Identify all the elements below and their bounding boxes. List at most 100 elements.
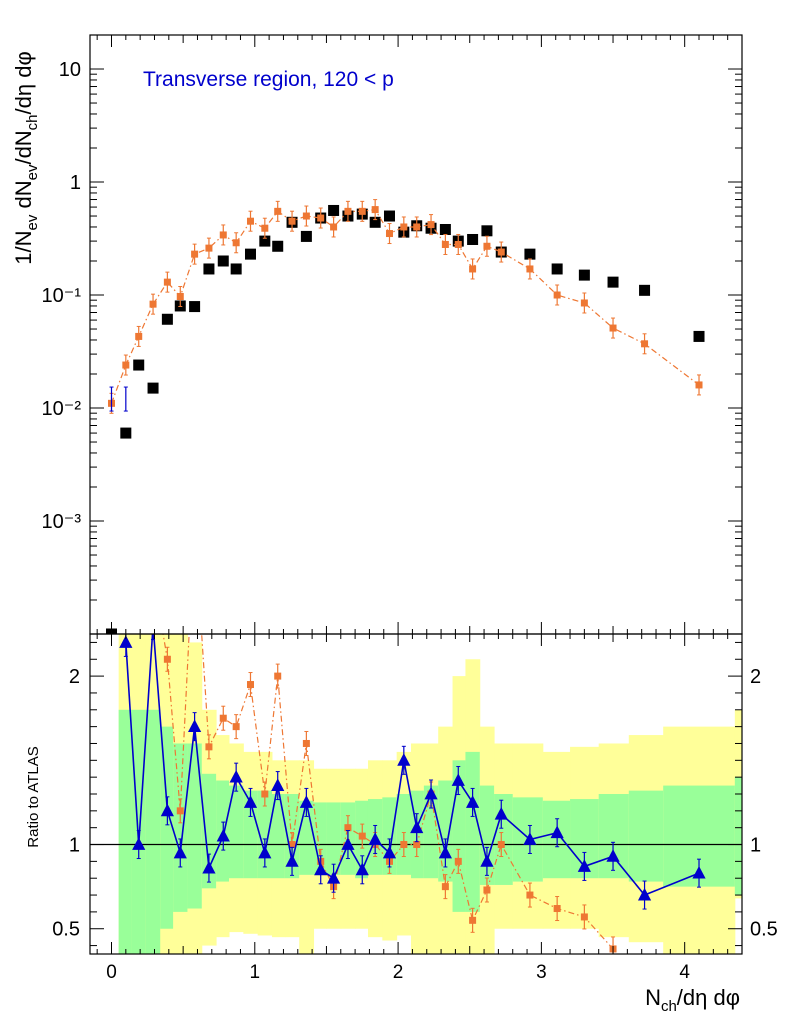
ratio-data-point [637, 887, 652, 901]
main-data-point [217, 255, 229, 267]
main-data-point [383, 210, 395, 222]
ratio-data-point [400, 841, 408, 849]
main-data-point [272, 240, 284, 252]
ratio-data-point [497, 841, 505, 849]
ratio-plot-area [119, 634, 706, 954]
inner-band-bin [598, 794, 630, 879]
main-data-point [189, 301, 201, 313]
ratio-data-point [454, 857, 462, 865]
ratio-data-point [577, 859, 591, 872]
ratio-y-tick-label-left: 0.5 [52, 919, 80, 941]
main-data-point [693, 330, 705, 342]
main-data-point [328, 204, 340, 216]
main-data-point [205, 244, 213, 252]
main-data-point [135, 332, 143, 340]
main-data-point [302, 212, 310, 220]
main-data-point [261, 224, 269, 232]
ratio-data-point [132, 837, 146, 850]
main-data-point [371, 206, 379, 214]
ratio-data-point [441, 883, 449, 891]
ratio-data-point [580, 913, 588, 921]
inner-band-bin [313, 802, 327, 875]
ratio-data-point [219, 714, 227, 722]
main-data-point [330, 223, 338, 231]
ratio-y-tick-label-left: 2 [69, 666, 80, 688]
x-tick-label: 1 [250, 962, 261, 983]
main-data-point [358, 207, 366, 215]
main-data-point [413, 223, 421, 231]
ratio-data-point [397, 753, 411, 766]
ratio-data-point [173, 845, 187, 859]
main-y-tick-label: 10 [59, 59, 81, 81]
main-data-point [191, 250, 199, 258]
ratio-series-line [162, 634, 614, 950]
ratio-data-point [327, 871, 341, 884]
ratio-data-point [229, 769, 243, 783]
main-data-point [147, 382, 159, 394]
ratio-data-point [271, 778, 285, 791]
ratio-data-point [469, 916, 477, 924]
main-data-point [161, 313, 173, 325]
ratio-data-point [232, 723, 240, 731]
axes-ticks: 0 1 2 3 4 10 1 10⁻¹ 10⁻² 10⁻³ 2 2 1 1 0.5 0.5 [42, 34, 778, 983]
ratio-y-tick-label-right: 1 [750, 835, 761, 857]
main-data-point [232, 239, 240, 247]
main-data-point [580, 299, 588, 307]
main-series-2 [109, 386, 128, 412]
ratio-data-point [494, 807, 508, 820]
ratio-data-point [550, 825, 564, 839]
ratio-y-tick-label-right: 2 [750, 666, 761, 688]
ratio-data-point [288, 841, 296, 849]
main-data-point [481, 225, 493, 237]
main-data-point [551, 263, 563, 275]
ratio-data-point [243, 795, 258, 808]
ratio-data-point [341, 837, 355, 850]
main-y-axis-label: 1/Nev dNev/dNch/dη dφ [11, 51, 41, 264]
ratio-data-point [285, 854, 299, 867]
ratio-data-point [274, 672, 282, 680]
main-data-point [230, 263, 242, 275]
main-data-point [246, 217, 254, 225]
inner-band-bin [479, 785, 495, 885]
ratio-data-point [188, 719, 202, 733]
main-data-point [163, 278, 171, 286]
ratio-data-point [692, 865, 706, 879]
ratio-data-point [358, 832, 366, 840]
main-data-point [695, 381, 703, 389]
inner-band-bin [173, 743, 188, 912]
x-tick-label: 0 [106, 962, 117, 983]
main-y-tick-label: 10⁻³ [42, 511, 82, 533]
ratio-data-point [466, 795, 480, 808]
ratio-data-point [606, 849, 620, 862]
main-data-point [441, 240, 449, 248]
main-data-point [244, 248, 256, 260]
main-y-tick-label: 10⁻² [42, 398, 82, 420]
main-data-point [427, 221, 435, 229]
chart-title: Transverse region, 120 < p [143, 68, 394, 91]
x-tick-label: 2 [393, 962, 404, 983]
ratio-y-tick-label-left: 1 [69, 835, 80, 857]
x-axis-label: Nch/dη dφ [645, 985, 740, 1015]
main-data-point [274, 207, 282, 215]
main-data-point [288, 217, 296, 225]
ratio-data-point [202, 860, 216, 874]
main-data-point [497, 248, 505, 256]
ratio-data-point [258, 845, 272, 859]
ratio-data-point [205, 743, 213, 751]
main-data-point [300, 230, 312, 242]
main-data-point [609, 324, 617, 332]
ratio-y-axis-label: Ratio to ATLAS [25, 746, 42, 847]
ratio-data-point [438, 845, 452, 859]
main-data-point [176, 293, 184, 301]
ratio-series-line [125, 634, 700, 897]
main-data-point [641, 340, 649, 348]
ratio-data-point [163, 655, 171, 663]
ratio-data-point [314, 862, 328, 876]
main-data-point [133, 359, 145, 371]
inner-band-bin [187, 743, 203, 909]
main-data-point [317, 214, 325, 222]
ratio-data-point [160, 803, 174, 817]
ratio-data-point [410, 820, 424, 834]
ratio-data-point [246, 681, 254, 689]
